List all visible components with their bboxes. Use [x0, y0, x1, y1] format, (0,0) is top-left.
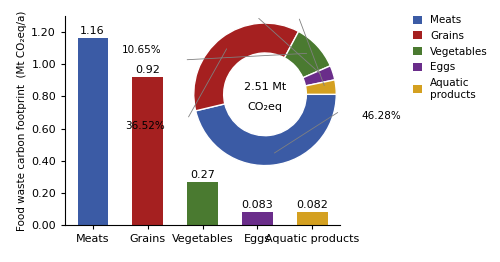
Text: 0.082: 0.082 [296, 200, 328, 210]
Text: 10.65%: 10.65% [122, 45, 162, 55]
Bar [132, 77, 162, 225]
Bar [242, 212, 272, 225]
Wedge shape [196, 94, 336, 166]
Text: 0.92: 0.92 [135, 65, 160, 75]
Bar [188, 182, 218, 225]
Y-axis label: Food waste carbon footprint  (Mt CO₂eq/a): Food waste carbon footprint (Mt CO₂eq/a) [17, 10, 27, 231]
Text: 36.52%: 36.52% [126, 121, 165, 131]
Text: 1.16: 1.16 [80, 26, 105, 36]
Text: 0.27: 0.27 [190, 170, 215, 180]
Legend: Meats, Grains, Vegetables, Eggs, Aquatic
products: Meats, Grains, Vegetables, Eggs, Aquatic… [411, 13, 490, 102]
Text: 2.51 Mt: 2.51 Mt [244, 82, 286, 92]
Bar [78, 38, 108, 225]
Wedge shape [284, 31, 331, 78]
Bar [298, 212, 328, 225]
Text: 46.28%: 46.28% [361, 111, 401, 121]
Wedge shape [306, 80, 336, 94]
Wedge shape [303, 66, 335, 86]
Text: 0.083: 0.083 [242, 200, 274, 210]
Text: CO₂eq: CO₂eq [248, 102, 282, 112]
Wedge shape [194, 23, 298, 111]
